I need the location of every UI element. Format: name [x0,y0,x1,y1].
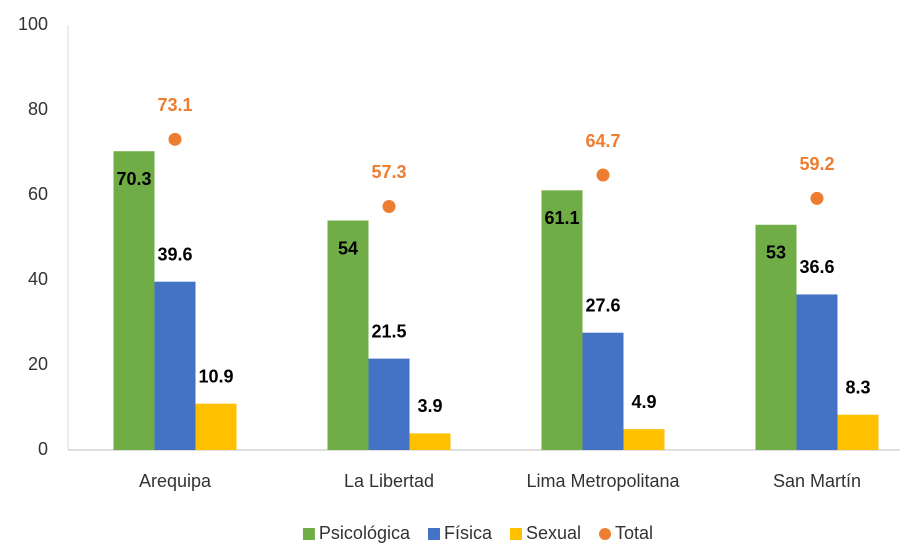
x-tick-label: Lima Metropolitana [526,471,680,491]
total-dot [382,199,396,213]
value-label: 70.3 [116,169,151,189]
bar [409,433,451,450]
x-tick-label: Arequipa [139,471,212,491]
y-tick-label: 80 [28,99,48,119]
value-label: 57.3 [371,162,406,182]
bar [796,294,838,450]
value-label: 54 [338,238,358,258]
bar [837,414,879,450]
value-label: 53 [766,243,786,263]
value-label: 4.9 [631,392,656,412]
value-label: 10.9 [198,366,233,386]
value-label: 3.9 [417,396,442,416]
value-label: 27.6 [585,295,620,315]
bar [154,281,196,450]
bar [113,151,155,450]
value-label: 59.2 [799,154,834,174]
value-label: 39.6 [157,244,192,264]
legend-label: Física [444,523,493,543]
bar [368,358,410,450]
value-label: 36.6 [799,257,834,277]
value-label: 61.1 [544,208,579,228]
legend-label: Sexual [526,523,581,543]
x-tick-label: La Libertad [344,471,434,491]
bar [541,190,583,450]
legend-marker [599,528,612,540]
y-tick-label: 100 [18,14,48,34]
value-label: 64.7 [585,131,620,151]
bar [623,429,665,450]
y-tick-label: 40 [28,269,48,289]
total-dot [168,132,182,146]
y-tick-label: 20 [28,354,48,374]
legend: Psicológica Física Sexual Total [302,523,653,543]
value-label: 73.1 [157,95,192,115]
bar [327,220,369,450]
bar [195,403,237,450]
legend-marker [427,528,440,540]
x-tick-label: San Martín [773,471,861,491]
total-dot [596,168,610,182]
legend-label: Psicológica [319,523,411,543]
value-label: 8.3 [845,377,870,397]
y-tick-label: 0 [38,439,48,459]
legend-label: Total [615,523,653,543]
bar [755,224,797,450]
y-tick-label: 60 [28,184,48,204]
legend-marker [509,528,522,540]
value-label: 21.5 [371,321,406,341]
legend-marker [302,528,315,540]
bar [582,332,624,450]
total-dot [810,191,824,205]
